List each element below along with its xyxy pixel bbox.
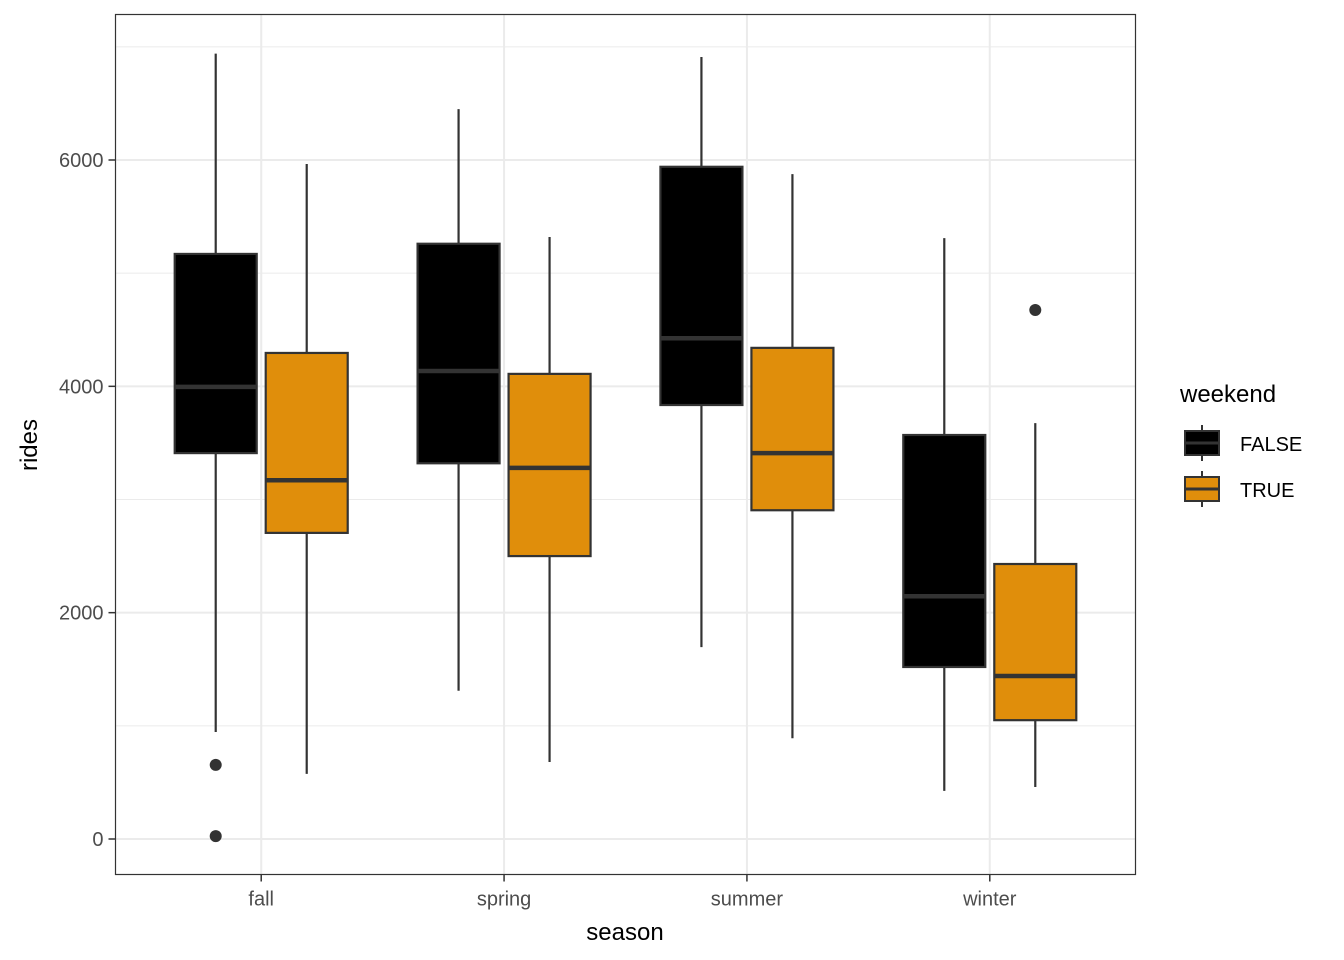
axes: 0 2000 4000 6000 fall spring summer winter	[59, 150, 1017, 911]
box-iqr	[416, 242, 501, 465]
outlier-point	[209, 758, 222, 771]
legend-title: weekend	[1179, 381, 1276, 408]
y-tick-label: 4000	[59, 376, 104, 398]
boxes	[173, 53, 1078, 843]
legend-entry-true: TRUE	[1184, 471, 1294, 507]
box-fall-true	[264, 163, 349, 774]
x-tick-label: fall	[248, 889, 274, 911]
box-iqr	[264, 351, 349, 534]
legend-entry-false: FALSE	[1184, 425, 1302, 461]
y-tick-label: 2000	[59, 603, 104, 625]
x-tick-label: winter	[962, 889, 1017, 911]
legend: weekend FALSE TRUE	[1179, 381, 1302, 507]
plot-panel-border	[114, 13, 1137, 876]
box-winter-false	[902, 238, 987, 791]
y-tick-label: 0	[92, 829, 103, 851]
grid-lines	[115, 14, 1136, 875]
box-iqr	[173, 252, 258, 455]
legend-label: FALSE	[1240, 434, 1302, 456]
box-winter-true	[993, 303, 1078, 787]
y-tick-label: 6000	[59, 150, 104, 172]
box-summer-true	[750, 174, 835, 739]
outlier-point	[1029, 303, 1042, 316]
box-iqr	[750, 346, 835, 512]
box-iqr	[993, 562, 1078, 722]
box-summer-false	[659, 57, 744, 648]
x-tick-label: spring	[477, 889, 531, 911]
box-spring-false	[416, 109, 501, 691]
box-fall-false	[173, 53, 258, 843]
y-axis-title: rides	[16, 419, 43, 471]
box-iqr	[902, 433, 987, 669]
outlier-point	[209, 830, 222, 843]
box-iqr	[659, 165, 744, 407]
x-axis-title: season	[586, 919, 663, 946]
box-spring-true	[507, 236, 592, 763]
legend-label: TRUE	[1240, 480, 1294, 502]
x-tick-label: summer	[711, 889, 784, 911]
box-iqr	[507, 372, 592, 558]
